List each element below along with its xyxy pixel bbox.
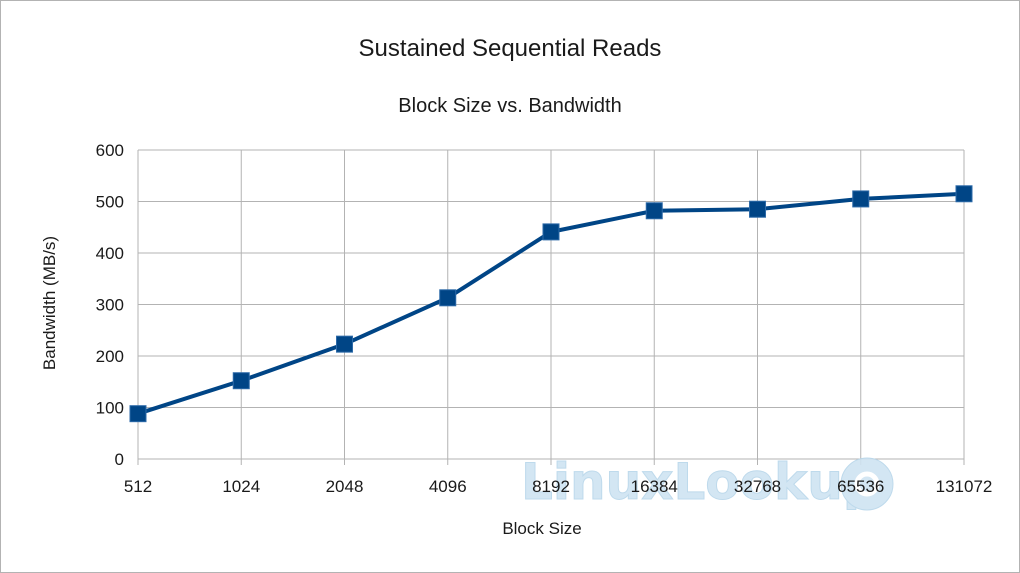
x-tick-label: 512 bbox=[124, 477, 152, 496]
watermark-text: LinuxLookup bbox=[521, 453, 879, 511]
x-tick-label: 8192 bbox=[532, 477, 570, 496]
y-tick-label: 400 bbox=[96, 244, 124, 263]
data-point-marker bbox=[852, 190, 870, 208]
data-point-marker bbox=[336, 335, 353, 353]
x-tick-label: 1024 bbox=[222, 477, 260, 496]
x-tick-label: 32768 bbox=[734, 477, 781, 496]
y-tick-label: 200 bbox=[96, 347, 124, 366]
y-tick-label: 500 bbox=[96, 193, 124, 212]
watermark: LinuxLookup bbox=[521, 453, 894, 512]
data-point-marker bbox=[129, 405, 147, 423]
data-point-marker bbox=[232, 372, 250, 390]
y-tick-label: 0 bbox=[115, 450, 124, 469]
data-point-marker bbox=[542, 223, 560, 241]
y-tick-label: 600 bbox=[96, 141, 124, 160]
x-tick-label: 65536 bbox=[837, 477, 884, 496]
data-point-marker bbox=[749, 200, 766, 218]
x-axis-label: Block Size bbox=[502, 519, 581, 538]
series bbox=[129, 185, 973, 423]
y-tick-label: 300 bbox=[96, 296, 124, 315]
x-tick-label: 131072 bbox=[936, 477, 993, 496]
y-axis-label: Bandwidth (MB/s) bbox=[40, 236, 59, 370]
y-axis-ticks: 0 100 200 300 400 500 600 bbox=[96, 141, 124, 469]
chart-subtitle: Block Size vs. Bandwidth bbox=[398, 95, 621, 117]
y-tick-label: 100 bbox=[96, 399, 124, 418]
x-tick-label: 4096 bbox=[429, 477, 467, 496]
data-point-marker bbox=[645, 202, 663, 220]
gridlines bbox=[137, 149, 965, 465]
x-tick-label: 2048 bbox=[326, 477, 364, 496]
x-axis-ticks: 512 1024 2048 4096 8192 16384 32768 65536 131072 bbox=[124, 477, 993, 496]
data-point-marker bbox=[955, 185, 973, 203]
chart-title: Sustained Sequential Reads bbox=[359, 35, 662, 62]
data-point-marker bbox=[439, 289, 457, 307]
at-sign-icon bbox=[840, 457, 894, 511]
x-tick-label: 16384 bbox=[631, 477, 678, 496]
